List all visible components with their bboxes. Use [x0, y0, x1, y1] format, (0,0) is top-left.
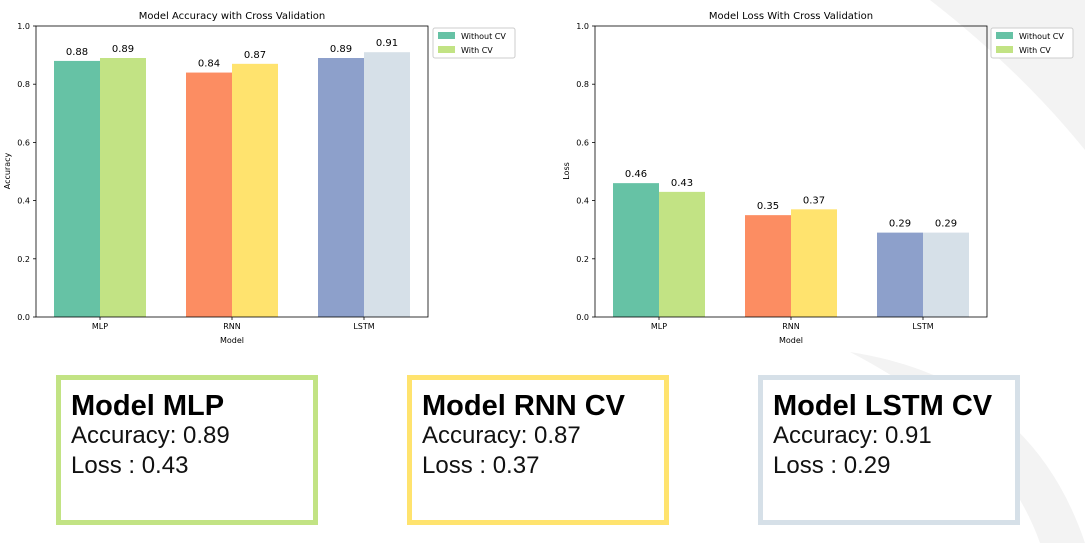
- data-label: 0.37: [803, 195, 825, 206]
- bar-rnn-with-cv: [791, 209, 837, 317]
- card-accuracy: Accuracy: 0.87: [422, 422, 581, 449]
- plot-frame: [594, 25, 988, 318]
- background-swoosh-bottom: [850, 352, 1085, 543]
- y-tick-label: 0.8: [17, 80, 30, 89]
- bar-mlp-with-cv: [659, 191, 705, 317]
- legend: Without CV With CV: [432, 27, 516, 59]
- x-tick-label: RNN: [223, 322, 241, 331]
- legend-swatch-without-cv: [438, 32, 455, 39]
- y-axis-label: Loss: [562, 162, 571, 180]
- card-title: Model LSTM CV: [773, 390, 993, 422]
- bar-lstm-without-cv: [877, 232, 923, 317]
- y-tick-label: 0.0: [17, 313, 30, 322]
- bar-lstm-without-cv: [318, 58, 364, 317]
- data-label: 0.29: [935, 219, 957, 230]
- legend-label-without-cv: Without CV: [1019, 32, 1064, 41]
- data-label: 0.87: [244, 50, 266, 61]
- card-title: Model RNN CV: [422, 390, 625, 422]
- y-tick-label: 0.6: [576, 138, 589, 147]
- summary-card-rnn-cv: Model RNN CV Accuracy: 0.87 Loss : 0.37: [407, 375, 669, 525]
- chart-title: Model Accuracy with Cross Validation: [139, 11, 325, 22]
- summary-card-lstm-cv: Model LSTM CV Accuracy: 0.91 Loss : 0.29: [758, 375, 1020, 525]
- y-tick-label: 0.6: [17, 138, 30, 147]
- data-label: 0.46: [625, 169, 647, 180]
- data-label: 0.89: [112, 44, 134, 55]
- legend-swatch-with-cv: [996, 46, 1013, 53]
- bar-lstm-with-cv: [923, 232, 969, 317]
- x-tick-label: MLP: [651, 322, 667, 331]
- bar-lstm-with-cv: [364, 52, 410, 317]
- bar-rnn-without-cv: [186, 72, 232, 317]
- accuracy-chart: Model Accuracy with Cross Validation 0.8…: [3, 11, 516, 345]
- legend-label-without-cv: Without CV: [461, 32, 506, 41]
- y-tick-label: 0.0: [576, 313, 589, 322]
- x-axis-label: Model: [220, 336, 244, 345]
- bar-rnn-without-cv: [745, 215, 791, 317]
- y-tick-label: 0.4: [576, 197, 589, 206]
- data-label: 0.43: [671, 178, 693, 189]
- card-loss: Loss : 0.29: [773, 452, 891, 479]
- y-tick-label: 0.8: [576, 80, 589, 89]
- data-label: 0.89: [330, 44, 352, 55]
- data-label: 0.88: [66, 47, 88, 58]
- legend-swatch-without-cv: [996, 32, 1013, 39]
- x-tick-label: RNN: [782, 322, 800, 331]
- bar-mlp-without-cv: [613, 183, 659, 317]
- y-tick-label: 1.0: [17, 22, 30, 31]
- x-tick-label: LSTM: [353, 322, 374, 331]
- y-tick-label: 1.0: [576, 22, 589, 31]
- bar-mlp-without-cv: [54, 60, 100, 318]
- legend-swatch-with-cv: [438, 46, 455, 53]
- bar-mlp-with-cv: [100, 58, 146, 317]
- data-label: 0.84: [198, 59, 220, 70]
- y-tick-label: 0.2: [17, 255, 30, 264]
- chart-title: Model Loss With Cross Validation: [709, 11, 873, 22]
- data-label: 0.35: [757, 201, 779, 212]
- card-accuracy: Accuracy: 0.89: [71, 422, 230, 449]
- legend-label-with-cv: With CV: [461, 46, 493, 55]
- data-label: 0.29: [889, 219, 911, 230]
- y-tick-label: 0.2: [576, 255, 589, 264]
- y-tick-label: 0.4: [17, 197, 30, 206]
- summary-card-mlp: Model MLP Accuracy: 0.89 Loss : 0.43: [56, 375, 318, 525]
- plot-frame: [35, 25, 429, 318]
- card-accuracy: Accuracy: 0.91: [773, 422, 932, 449]
- card-loss: Loss : 0.43: [71, 452, 189, 479]
- card-loss: Loss : 0.37: [422, 452, 540, 479]
- legend: Without CV With CV: [990, 27, 1074, 59]
- bar-rnn-with-cv: [232, 63, 278, 317]
- legend-label-with-cv: With CV: [1019, 46, 1051, 55]
- y-axis-label: Accuracy: [3, 152, 12, 189]
- x-axis-label: Model: [779, 336, 803, 345]
- x-tick-label: LSTM: [912, 322, 933, 331]
- data-label: 0.91: [376, 38, 398, 49]
- x-tick-label: MLP: [92, 322, 108, 331]
- loss-chart: Model Loss With Cross Validation 0.46 0.4…: [562, 11, 1074, 345]
- card-title: Model MLP: [71, 390, 225, 422]
